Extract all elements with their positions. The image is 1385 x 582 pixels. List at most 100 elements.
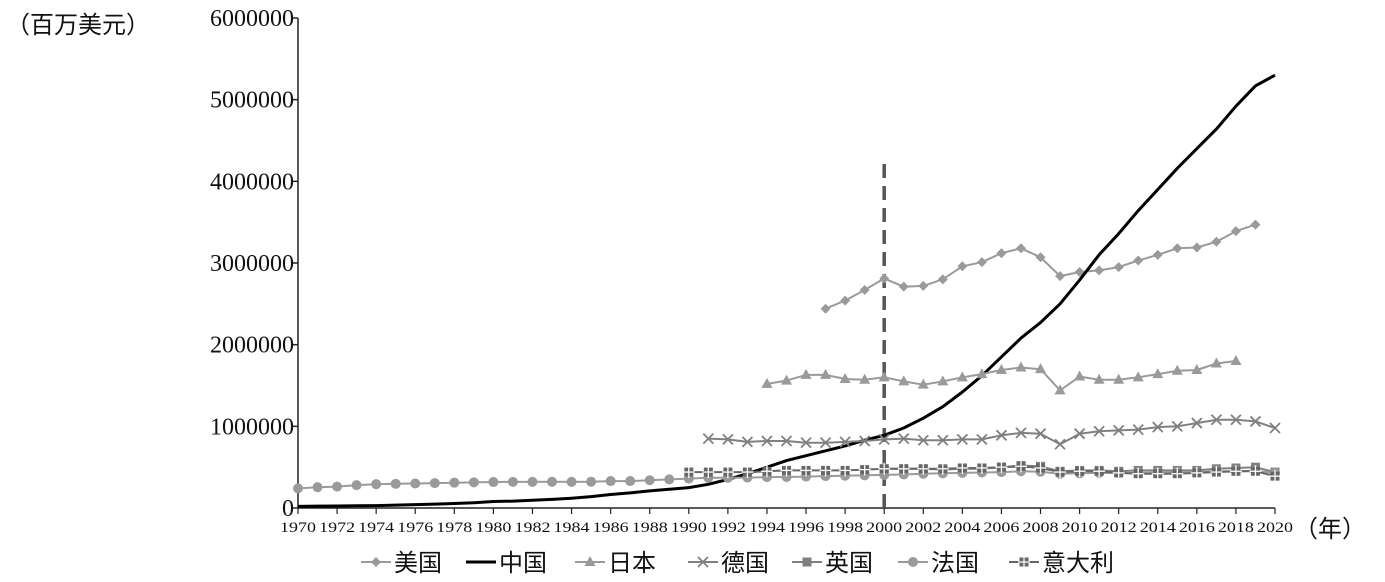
data-point-germany	[859, 435, 871, 447]
data-point-germany	[995, 429, 1008, 441]
data-point-usa	[1055, 271, 1066, 282]
x-tick-label: 1992	[710, 520, 746, 536]
data-point-germany	[819, 437, 832, 449]
series-line-germany	[708, 418, 1276, 446]
data-point-italy	[760, 465, 773, 478]
data-point-usa	[1211, 236, 1222, 247]
data-point-japan	[1191, 363, 1203, 374]
series-line-usa	[825, 223, 1256, 310]
x-tick-label: 2010	[1062, 520, 1098, 536]
data-point-usa	[1113, 262, 1124, 273]
data-point-japan	[1171, 364, 1183, 375]
x-tick-label: 1986	[593, 520, 629, 536]
y-tick-label: 1000000	[210, 414, 294, 440]
data-point-germany	[1269, 422, 1281, 434]
data-point-france	[351, 480, 362, 491]
data-point-france	[507, 476, 518, 487]
y-tick-label: 4000000	[210, 169, 294, 195]
y-axis-ticks: 0 1000000 2000000 3000000 4000000 5000000 6000…	[210, 6, 298, 522]
legend-marker-japan	[584, 556, 596, 566]
data-point-france	[390, 478, 401, 489]
x-tick-label: 1996	[788, 520, 824, 536]
x-tick-label: 2012	[1101, 520, 1137, 536]
data-point-usa	[1133, 255, 1144, 266]
data-point-france	[293, 483, 303, 494]
x-tick-label: 1988	[632, 520, 668, 536]
data-point-usa	[879, 273, 890, 284]
y-tick-label: 6000000	[210, 6, 294, 32]
data-point-italy	[897, 462, 910, 475]
x-tick-label: 2004	[944, 520, 981, 536]
x-tick-label: 1990	[671, 520, 707, 536]
data-point-japan	[1054, 384, 1066, 395]
data-point-france	[371, 479, 382, 490]
x-axis-label: （年）	[1294, 515, 1366, 543]
data-point-germany	[1152, 421, 1164, 433]
data-point-italy	[936, 462, 949, 475]
series-usa	[820, 219, 1261, 314]
data-point-usa	[996, 248, 1007, 259]
data-point-japan	[995, 363, 1007, 374]
data-point-germany	[761, 435, 773, 447]
data-point-germany	[898, 432, 910, 445]
data-point-germany	[1113, 424, 1125, 437]
legend-marker-usa	[371, 557, 381, 567]
data-point-japan	[1230, 355, 1242, 365]
legend-item-japan: 日本	[575, 549, 656, 577]
data-point-italy	[956, 461, 969, 474]
data-point-germany	[1249, 415, 1262, 428]
data-point-japan	[956, 371, 968, 382]
data-point-italy	[1073, 465, 1086, 478]
data-point-italy	[1171, 467, 1184, 480]
data-point-germany	[1073, 428, 1086, 440]
legend-item-italy: 意大利	[1009, 549, 1114, 577]
data-point-germany	[702, 432, 714, 445]
data-point-usa	[957, 261, 968, 272]
data-point-germany	[937, 434, 949, 446]
x-tick-label: 2008	[1023, 520, 1059, 536]
data-point-italy	[1112, 466, 1125, 479]
data-point-france	[625, 476, 636, 487]
data-point-france	[547, 476, 558, 487]
data-point-italy	[1014, 460, 1027, 473]
legend-label-japan: 日本	[608, 549, 656, 577]
x-tick-label: 1998	[827, 520, 863, 536]
legend-marker-germany	[697, 556, 709, 568]
data-point-italy	[878, 462, 891, 475]
data-point-italy	[741, 466, 754, 479]
legend-label-usa: 美国	[394, 549, 442, 577]
data-point-italy	[819, 464, 832, 477]
series-italy	[682, 460, 1281, 483]
data-point-france	[527, 476, 538, 487]
data-point-japan	[1113, 373, 1125, 384]
y-tick-label: 3000000	[210, 251, 294, 277]
x-tick-label: 1974	[358, 520, 395, 536]
series-japan	[761, 355, 1242, 395]
data-point-germany	[1054, 438, 1066, 450]
data-point-italy	[780, 464, 793, 477]
data-point-usa	[840, 295, 851, 306]
data-point-france	[605, 476, 616, 487]
data-point-germany	[780, 435, 793, 447]
data-point-japan	[1152, 368, 1164, 379]
data-point-germany	[1034, 428, 1047, 440]
x-tick-label: 1980	[475, 520, 511, 536]
data-point-japan	[1074, 370, 1086, 381]
data-point-italy	[1093, 465, 1106, 478]
data-point-germany	[1171, 420, 1183, 432]
data-point-japan	[839, 372, 851, 383]
data-point-italy	[1034, 461, 1047, 474]
data-point-germany	[1230, 414, 1242, 426]
data-point-usa	[1035, 252, 1046, 263]
data-point-germany	[1191, 417, 1203, 429]
legend-label-germany: 德国	[721, 549, 769, 577]
data-point-france	[312, 482, 323, 493]
data-point-japan	[781, 374, 792, 385]
data-point-italy	[1190, 466, 1203, 479]
data-point-usa	[1152, 249, 1163, 260]
data-point-usa	[1191, 242, 1202, 253]
x-tick-label: 1978	[436, 520, 472, 536]
data-point-japan	[1093, 373, 1105, 384]
data-point-france	[429, 478, 440, 489]
data-point-japan	[820, 368, 832, 379]
